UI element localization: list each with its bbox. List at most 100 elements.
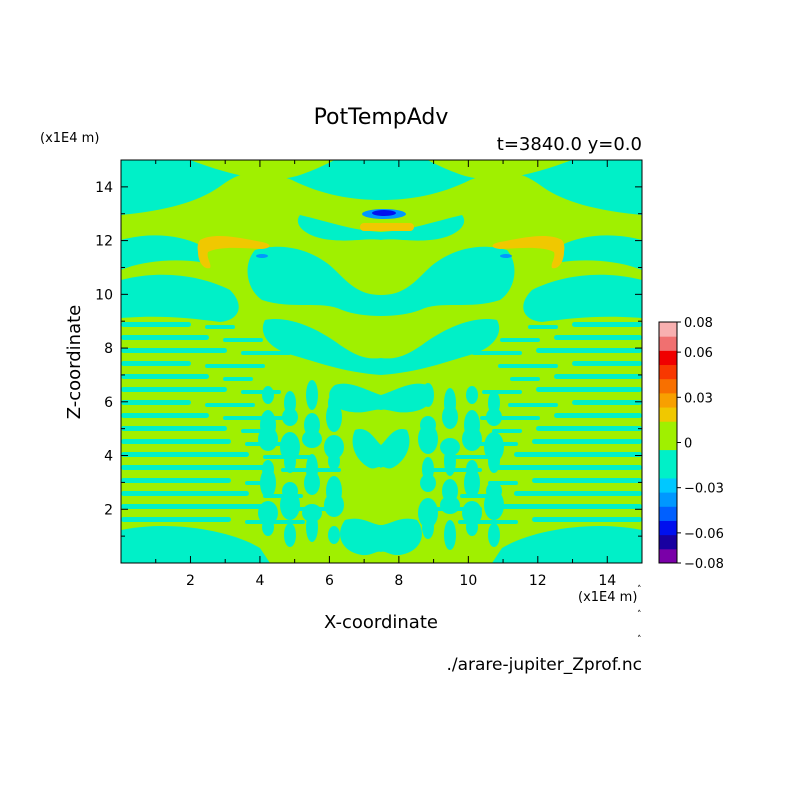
stripe-right bbox=[554, 374, 642, 379]
stripe-right bbox=[536, 387, 642, 392]
colorbar-swatch bbox=[659, 477, 677, 493]
stripe-right bbox=[482, 390, 522, 394]
field-blob bbox=[484, 490, 504, 520]
stripe-left bbox=[121, 517, 231, 522]
stripe-left bbox=[223, 377, 253, 381]
corner-mark: ˄ bbox=[637, 635, 642, 645]
stripe-left bbox=[121, 348, 227, 353]
stripe-right bbox=[554, 335, 642, 340]
colorbar-swatch bbox=[659, 548, 677, 564]
field-blob bbox=[486, 408, 502, 426]
colorbar-swatch bbox=[659, 435, 677, 451]
colorbar: 0.08 0.06 0.03 0 −0.03 −0.06 −0.08 bbox=[658, 316, 724, 572]
stripe-right bbox=[536, 348, 642, 353]
stripe-left bbox=[121, 374, 209, 379]
colorbar-tick-label: 0.06 bbox=[684, 346, 713, 361]
field-blob bbox=[444, 520, 456, 550]
stripe-right bbox=[528, 325, 558, 329]
field-region bbox=[340, 518, 422, 556]
field-blob bbox=[258, 501, 278, 525]
colorbar-swatch bbox=[659, 463, 677, 479]
y-tick-label: 10 bbox=[95, 287, 113, 303]
field-blob bbox=[260, 468, 276, 498]
stripe-right bbox=[496, 504, 642, 509]
field-region bbox=[121, 526, 270, 563]
colorbar-swatch bbox=[659, 407, 677, 422]
y-unit-label: (x1E4 m) bbox=[40, 131, 99, 146]
stripe-left bbox=[121, 361, 191, 366]
field-blob bbox=[440, 496, 460, 514]
y-tick-label: 4 bbox=[104, 449, 113, 465]
field-blob bbox=[262, 518, 274, 536]
stripe-right bbox=[508, 403, 558, 407]
field-blob bbox=[262, 386, 274, 404]
stripe-right bbox=[514, 452, 642, 457]
colorbar-tick-label: −0.08 bbox=[684, 557, 724, 572]
field-blob bbox=[418, 424, 438, 454]
field-blob bbox=[284, 449, 296, 473]
field-blob bbox=[324, 493, 344, 517]
stripe-right bbox=[572, 400, 642, 405]
y-axis-label: Z-coordinate bbox=[64, 305, 85, 420]
field-blob bbox=[324, 435, 344, 459]
colorbar-swatch bbox=[659, 350, 677, 366]
colorbar-swatch bbox=[659, 421, 677, 436]
stripe-right bbox=[532, 517, 642, 522]
stripe-left bbox=[121, 439, 231, 444]
y-tick-label: 2 bbox=[104, 502, 113, 518]
warm-band-center bbox=[360, 223, 414, 231]
stripe-right bbox=[514, 491, 642, 496]
y-axis: 2 4 6 8 10 12 14 bbox=[95, 180, 642, 537]
field-region bbox=[262, 319, 500, 375]
colorbar-tick-label: 0.03 bbox=[684, 391, 713, 406]
stripe-left bbox=[121, 387, 227, 392]
field-region bbox=[427, 160, 572, 180]
field-region bbox=[297, 215, 465, 241]
colorbar-swatch bbox=[659, 534, 677, 550]
field-blob bbox=[488, 449, 500, 473]
stripe-right bbox=[492, 429, 522, 433]
stripe-left bbox=[121, 322, 191, 327]
cold-core-center bbox=[372, 210, 396, 216]
colorbar-swatch bbox=[659, 492, 677, 507]
stripe-left bbox=[241, 351, 291, 355]
stripe-left bbox=[121, 491, 249, 496]
chart-title: PotTempAdv bbox=[314, 105, 449, 130]
stripe-left bbox=[121, 400, 191, 405]
field-region bbox=[247, 246, 515, 316]
x-tick-label: 8 bbox=[394, 573, 403, 589]
field-blob bbox=[466, 518, 478, 536]
stripe-left bbox=[121, 335, 209, 340]
field-blob bbox=[284, 523, 296, 547]
cold-cell-right bbox=[500, 254, 512, 258]
mid-region-blobs bbox=[258, 380, 504, 550]
x-tick-label: 12 bbox=[529, 573, 547, 589]
chart-subtitle: t=3840.0 y=0.0 bbox=[497, 134, 642, 155]
corner-mark: ˄ bbox=[637, 610, 642, 620]
colorbar-swatch bbox=[659, 322, 677, 337]
stripe-right bbox=[536, 426, 642, 431]
stripe-left bbox=[241, 390, 281, 394]
field-blob bbox=[258, 427, 278, 451]
x-axis-label: X-coordinate bbox=[324, 612, 438, 633]
field-region bbox=[562, 235, 642, 270]
colorbar-swatch bbox=[659, 392, 677, 408]
field-region bbox=[523, 274, 642, 322]
field-blob bbox=[444, 446, 456, 476]
colorbar-swatch bbox=[659, 506, 677, 521]
stripe-left bbox=[121, 504, 267, 509]
field-region bbox=[121, 235, 200, 270]
field-region bbox=[121, 160, 642, 215]
stripe-right bbox=[554, 413, 642, 418]
field-blob bbox=[462, 427, 482, 451]
stripe-right bbox=[572, 361, 642, 366]
colorbar-tick-label: −0.06 bbox=[684, 527, 724, 542]
field-blob bbox=[466, 386, 478, 404]
source-filename: ./arare-jupiter_Zprof.nc bbox=[446, 655, 642, 675]
stripe-left bbox=[223, 338, 263, 342]
field-blob bbox=[328, 452, 340, 470]
heatmap-field bbox=[121, 160, 642, 563]
field-blob bbox=[328, 526, 340, 544]
field-blob bbox=[422, 383, 434, 407]
field-blob bbox=[304, 471, 320, 495]
